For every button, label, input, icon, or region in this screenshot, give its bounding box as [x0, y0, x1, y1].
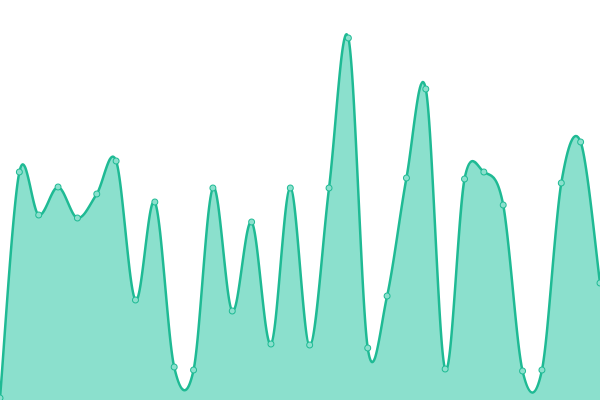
- data-point: [499, 201, 507, 209]
- data-point: [73, 214, 81, 222]
- data-point: [112, 157, 120, 165]
- data-point: [93, 190, 101, 198]
- data-point: [441, 365, 449, 373]
- data-point: [54, 183, 62, 191]
- data-point: [306, 341, 314, 349]
- data-point: [228, 307, 236, 315]
- data-point: [422, 85, 430, 93]
- data-point: [538, 366, 546, 374]
- area-fill: [0, 34, 600, 400]
- data-point: [383, 292, 391, 300]
- data-point: [364, 344, 372, 352]
- data-point: [461, 175, 469, 183]
- data-point: [519, 367, 527, 375]
- data-point: [131, 296, 139, 304]
- data-point: [480, 168, 488, 176]
- data-point: [577, 138, 585, 146]
- data-point: [35, 211, 43, 219]
- data-point: [557, 179, 565, 187]
- data-point: [596, 279, 600, 287]
- data-point: [190, 366, 198, 374]
- data-point: [286, 184, 294, 192]
- data-point: [15, 168, 23, 176]
- data-point: [0, 394, 4, 400]
- data-point: [209, 184, 217, 192]
- data-point: [344, 34, 352, 42]
- data-point: [267, 340, 275, 348]
- data-point: [325, 184, 333, 192]
- data-point: [248, 218, 256, 226]
- data-point: [170, 363, 178, 371]
- data-point: [402, 174, 410, 182]
- data-point: [151, 198, 159, 206]
